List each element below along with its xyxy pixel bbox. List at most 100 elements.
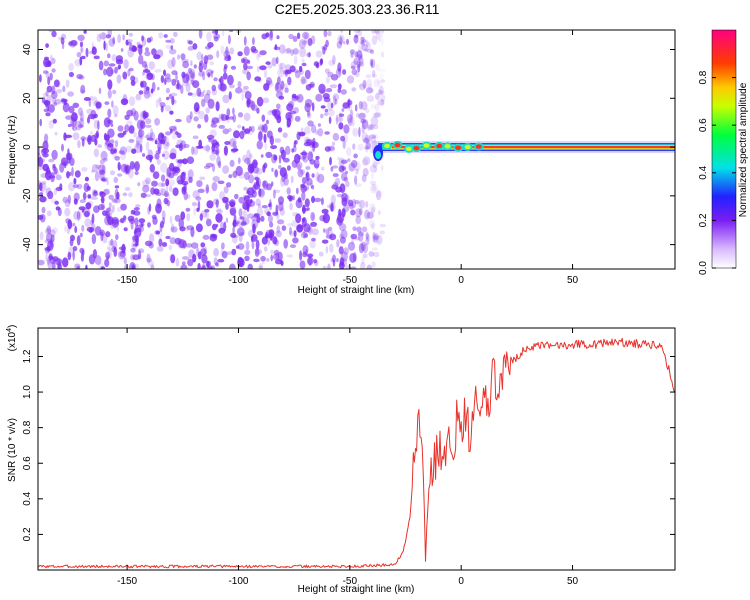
heatmap-noise-speck (339, 183, 346, 194)
heatmap-noise-speck (135, 238, 140, 247)
heatmap-noise-speck (148, 233, 155, 244)
heatmap-noise-speck (253, 174, 261, 181)
heatmap-noise-speck (61, 257, 69, 268)
heatmap-y-axis: -40 -20 0 20 40 (22, 44, 675, 252)
heatmap-noise-speck (68, 71, 74, 78)
heatmap-noise-speck (68, 105, 75, 114)
heatmap-noise-speck (72, 250, 75, 261)
heatmap-noise-speck (140, 192, 147, 198)
heatmap-noise-speck (101, 202, 105, 211)
heatmap-noise-speck (186, 213, 191, 222)
heatmap-noise-speck (281, 175, 286, 182)
heatmap-noise-speck (334, 98, 338, 105)
heatmap-noise-speck (168, 185, 173, 192)
heatmap-noise-speck (169, 215, 173, 224)
heatmap-noise-speck (336, 217, 342, 225)
heatmap-noise-speck (92, 96, 98, 107)
heatmap-noise-speck (100, 196, 105, 204)
heatmap-x-tick-label: -50 (343, 275, 358, 286)
heatmap-noise-speck (373, 232, 379, 241)
heatmap-noise-speck (354, 236, 361, 241)
heatmap-noise-speck (258, 188, 262, 197)
heatmap-noise-speck (365, 144, 369, 153)
heatmap-noise-speck (305, 84, 312, 91)
heatmap-noise-speck (329, 156, 332, 166)
heatmap-noise-speck (146, 194, 151, 198)
heatmap-noise-speck (193, 116, 199, 122)
heatmap-noise-speck (134, 170, 139, 176)
heatmap-noise-speck (380, 37, 385, 47)
heatmap-noise-speck (45, 187, 52, 197)
heatmap-noise-speck (232, 113, 236, 123)
heatmap-noise-speck (310, 211, 315, 222)
heatmap-noise-speck (244, 91, 252, 100)
heatmap-noise-speck (227, 54, 231, 61)
heatmap-noise-speck (144, 51, 151, 57)
heatmap-noise-speck (374, 112, 382, 118)
heatmap-noise-speck (47, 210, 52, 217)
heatmap-noise-speck (100, 177, 106, 182)
heatmap-noise-speck (256, 231, 264, 236)
heatmap-noise-speck (105, 231, 111, 238)
heatmap-noise-speck (355, 112, 360, 118)
heatmap-noise-speck (153, 54, 161, 60)
heatmap-noise-speck (341, 208, 346, 218)
heatmap-noise-speck (108, 202, 112, 209)
heatmap-noise-speck (80, 89, 86, 94)
heatmap-noise-speck (215, 223, 219, 228)
heatmap-noise-speck (206, 200, 214, 209)
heatmap-noise-speck (177, 54, 181, 60)
heatmap-noise-speck (52, 227, 58, 234)
heatmap-noise-speck (326, 88, 333, 93)
heatmap-noise-speck (209, 153, 217, 161)
heatmap-noise-speck (362, 253, 368, 259)
heatmap-noise-speck (266, 119, 269, 125)
heatmap-noise-speck (361, 119, 369, 130)
heatmap-noise-speck (283, 177, 289, 186)
heatmap-noise-speck (275, 56, 279, 65)
heatmap-noise-speck (203, 55, 208, 65)
heatmap-noise-speck (325, 246, 329, 254)
heatmap-noise-speck (197, 124, 202, 129)
heatmap-noise-speck (207, 42, 214, 48)
heatmap-noise-speck (328, 59, 335, 67)
heatmap-noise-speck (128, 138, 135, 143)
heatmap-noise-speck (107, 143, 114, 148)
heatmap-noise-speck (357, 231, 365, 237)
colorbar-tick-label: 0.0 (698, 261, 709, 275)
heatmap-noise-speck (210, 70, 214, 74)
heatmap-noise-speck (180, 171, 186, 183)
heatmap-noise-speck (358, 55, 364, 66)
heatmap-noise-speck (133, 110, 139, 121)
heatmap-noise-speck (85, 264, 88, 269)
heatmap-noise-speck (84, 218, 91, 228)
heatmap-noise-speck (360, 101, 368, 111)
heatmap-noise-speck (354, 200, 360, 205)
heatmap-noise-speck (300, 76, 306, 85)
heatmap-noise-speck (103, 40, 106, 51)
heatmap-noise-speck (193, 146, 199, 156)
heatmap-noise-speck (311, 195, 315, 204)
heatmap-noise-speck (263, 69, 268, 79)
heatmap-noise-speck (311, 124, 317, 134)
heatmap-noise-speck (148, 242, 154, 249)
heatmap-noise-speck (257, 203, 261, 208)
heatmap-noise-speck (170, 168, 174, 172)
heatmap-noise-speck (77, 34, 85, 41)
heatmap-y-label: Frequency (Hz) (7, 116, 18, 185)
colorbar-tick-label: 0.2 (698, 213, 709, 227)
heatmap-noise-speck (262, 164, 266, 173)
heatmap-noise-speck (85, 202, 92, 210)
heatmap-noise-speck (280, 80, 285, 90)
heatmap-noise-speck (327, 226, 333, 231)
heatmap-noise-speck (361, 174, 367, 183)
heatmap-noise-speck (287, 76, 292, 86)
heatmap-noise-speck (280, 260, 284, 266)
heatmap-noise-speck (73, 198, 78, 205)
heatmap-noise-speck (50, 234, 55, 243)
heatmap-noise-speck (320, 89, 328, 94)
heatmap-noise-speck (121, 243, 126, 254)
heatmap-noise-speck (92, 191, 99, 197)
heatmap-noise-speck (380, 30, 385, 34)
heatmap-noise-speck (255, 198, 261, 206)
